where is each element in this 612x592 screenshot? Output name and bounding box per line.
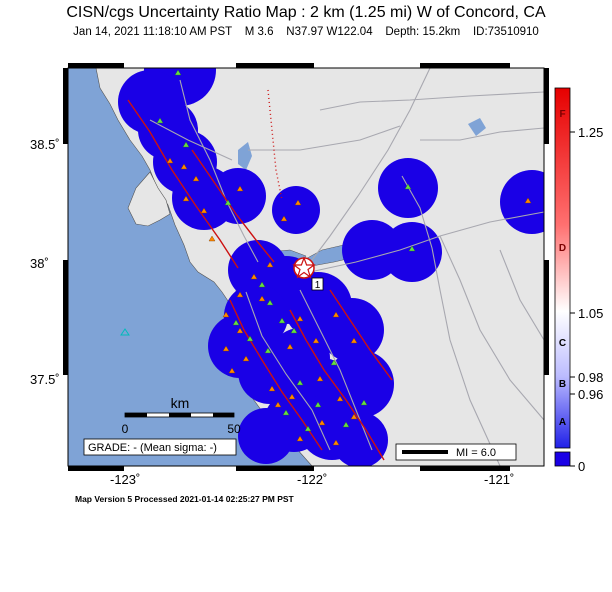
event-subtitle: Jan 14, 2021 11:18:10 AM PST M 3.6 N37.9…: [0, 26, 612, 38]
mi-legend-text: MI = 6.0: [456, 447, 496, 459]
cb-value-1-05: 1.05: [578, 306, 603, 321]
cb-value-0: 0: [578, 459, 585, 474]
offshore-station: [120, 328, 130, 336]
cb-letter-c: C: [559, 338, 566, 349]
grade-text: GRADE: - (Mean sigma: -): [88, 442, 217, 454]
grade-box: [83, 438, 237, 456]
lon-label-122: -122˚: [297, 472, 328, 487]
faults: [127, 89, 393, 461]
map-version-footer: Map Version 5 Processed 2021-01-14 02:25…: [75, 494, 294, 504]
mi-legend-box: [395, 443, 517, 461]
map-title: CISN/cgs Uncertainty Ratio Map : 2 km (1…: [66, 4, 546, 21]
cb-value-0-98: 0.98: [578, 370, 603, 385]
lat-label-38: 38˚: [30, 256, 49, 271]
event-datetime: Jan 14, 2021 11:18:10 AM PST: [73, 26, 232, 38]
scalebar-unit: km: [171, 395, 190, 411]
event-location: N37.97 W122.04: [286, 26, 373, 38]
cb-letter-a: A: [559, 417, 566, 428]
cb-value-1-25: 1.25: [578, 125, 603, 140]
event-id: ID:73510910: [472, 26, 539, 38]
epicenter-label-box: [311, 277, 324, 291]
epicenter-star: [292, 256, 316, 279]
epicenter-label: 1: [315, 280, 321, 291]
scalebar-tick-50: 50: [227, 422, 241, 436]
cb-letter-f: F: [559, 109, 565, 120]
sites: [166, 157, 532, 446]
cb-value-0-96: 0.96: [578, 387, 603, 402]
berryessa: [238, 142, 252, 170]
map-area: 1 km 0 50 GRADE: - (Mean sigma: -) MI = …: [68, 68, 544, 466]
scalebar: [124, 412, 235, 418]
cb-letter-d: D: [559, 243, 566, 254]
lat-label-37-5: 37.5˚: [30, 372, 60, 387]
folsom: [468, 118, 486, 136]
frame-ticks: [63, 63, 549, 471]
scalebar-tick-0: 0: [122, 422, 129, 436]
event-magnitude: M 3.6: [244, 26, 274, 38]
point-reyes: [127, 171, 171, 227]
colorbar: [554, 87, 575, 467]
event-depth: Depth: 15.2km: [385, 26, 461, 38]
lat-label-38-5: 38.5˚: [30, 137, 60, 152]
lon-label-123: -123˚: [110, 472, 141, 487]
lon-label-121: -121˚: [484, 472, 515, 487]
cb-letter-b: B: [559, 379, 566, 390]
stations: [156, 69, 416, 432]
mi-legend-line: [402, 450, 448, 454]
